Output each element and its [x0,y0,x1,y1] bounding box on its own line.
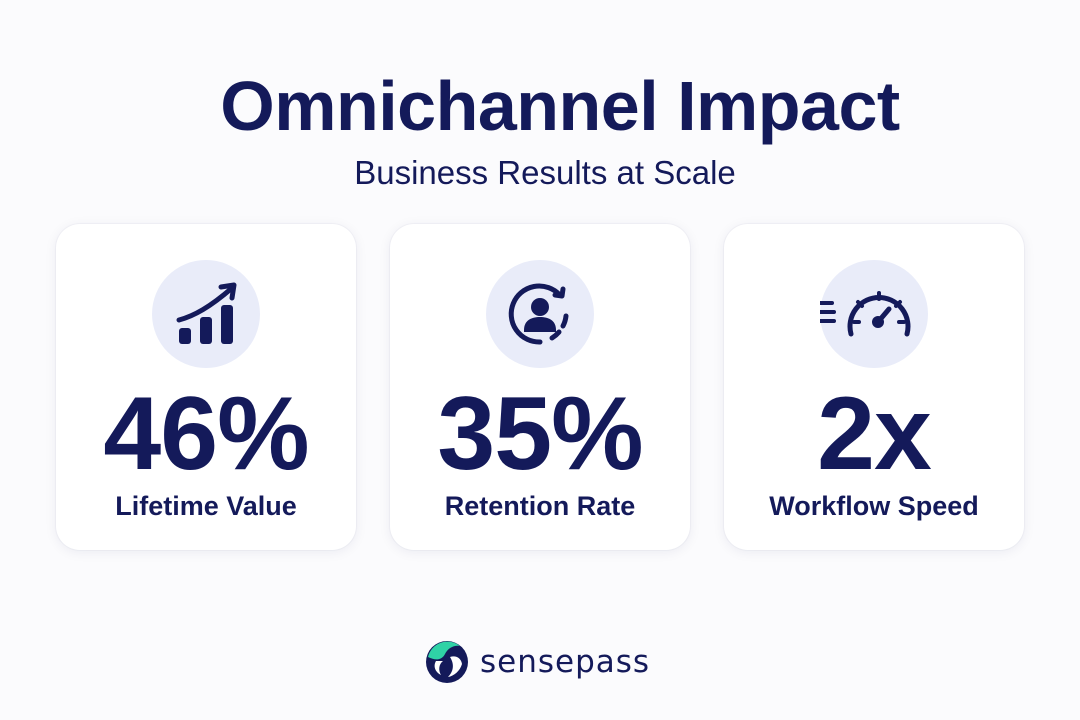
metric-card-retention-rate: 35% Retention Rate [390,224,690,550]
brand-footer: sensepass [424,638,650,686]
customer-retention-icon [486,260,594,368]
metric-card-lifetime-value: 46% Lifetime Value [56,224,356,550]
page-subtitle: Business Results at Scale [354,154,736,191]
page-title: Omnichannel Impact [220,67,900,145]
metric-value: 46% [103,376,309,492]
metric-label: Retention Rate [444,491,636,521]
metric-value: 35% [437,376,643,492]
speedometer-icon [820,260,928,368]
metric-value: 2x [817,376,932,492]
sensepass-logo-icon [426,641,468,683]
metric-label: Workflow Speed [769,491,979,521]
growth-chart-icon [152,260,260,368]
metric-label: Lifetime Value [115,491,297,521]
brand-name: sensepass [480,644,651,680]
metric-card-workflow-speed: 2x Workflow Speed [724,224,1024,550]
